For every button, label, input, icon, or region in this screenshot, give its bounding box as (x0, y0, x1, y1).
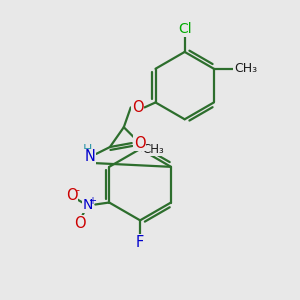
Text: +: + (88, 196, 96, 206)
Text: N: N (82, 199, 93, 212)
Text: CH₃: CH₃ (234, 62, 257, 75)
Text: O: O (134, 136, 146, 151)
Text: N: N (85, 149, 96, 164)
Text: -: - (76, 184, 80, 195)
Text: F: F (136, 235, 144, 250)
Text: CH₃: CH₃ (142, 142, 164, 155)
Text: O: O (132, 100, 143, 115)
Text: O: O (66, 188, 77, 203)
Text: O: O (74, 216, 85, 231)
Text: Cl: Cl (178, 22, 191, 36)
Text: H: H (82, 142, 92, 155)
